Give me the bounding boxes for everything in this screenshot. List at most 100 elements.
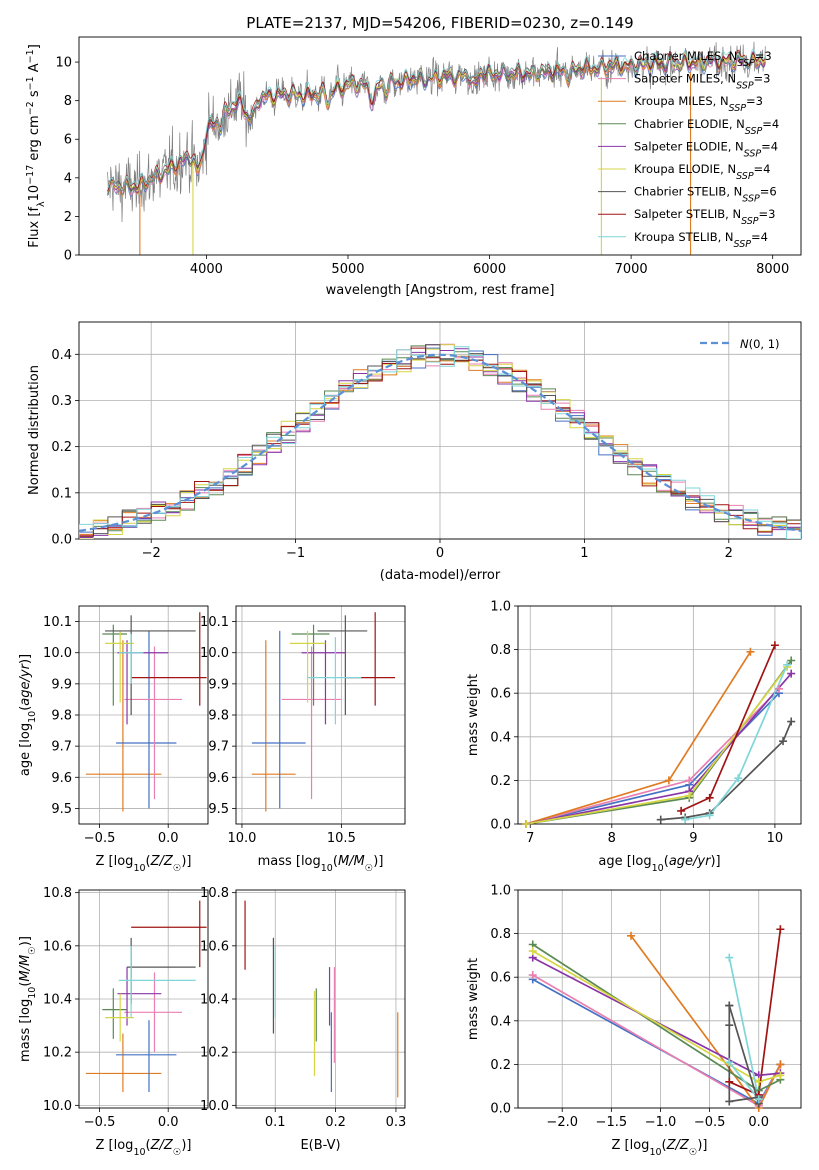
mass_vs_ebv-plot-area xyxy=(244,900,399,1098)
weight_vs_Z-ytick-label: 0.8 xyxy=(490,927,511,942)
weight_vs_Z-marker-chabrier-stelib xyxy=(725,1001,734,1010)
spectrum-ytick-label: 10 xyxy=(55,56,72,71)
residuals-ytick-label: 0.0 xyxy=(51,533,72,548)
weight_vs_age-xtick-label: 9 xyxy=(689,831,697,846)
mass_vs_Z-ylabel-part: mass [log xyxy=(18,999,33,1062)
mass_vs_Z-frame xyxy=(78,889,209,1109)
mass_vs_Z-panel: −0.5 0.010.010.210.410.610.8Z [log10(Z/Z☉… xyxy=(18,886,209,1158)
mass_vs_ebv-xtick-label: 0.2 xyxy=(325,1115,346,1130)
weight_vs_Z-ytick-label: 0.2 xyxy=(490,1058,511,1073)
weight_vs_Z-line-chabrier-miles xyxy=(532,978,782,1105)
weight_vs_Z-ylabel: mass weight xyxy=(466,958,481,1040)
weight_vs_Z-marker-salpeter-stelib xyxy=(725,1077,734,1086)
legend-label-salpeter-elodie-part: =4 xyxy=(761,139,778,153)
weight_vs_Z-marker-salpeter-miles xyxy=(528,971,537,980)
weight_vs_age-marker-chabrier-stelib xyxy=(787,717,796,726)
weight_vs_Z-marker-kroupa-stelib xyxy=(725,1058,734,1067)
age_vs_Z-ytick-label: 9.9 xyxy=(51,677,72,692)
legend-label-salpeter-stelib-part: SSP xyxy=(741,216,759,227)
residuals-legend-label-part: N xyxy=(740,337,749,351)
legend-label-kroupa-miles-part: =3 xyxy=(746,94,763,108)
spectrum-frame xyxy=(78,36,802,256)
weight_vs_age-marker-chabrier-stelib xyxy=(779,737,788,746)
age_vs_mass-xtick-label: 10.0 xyxy=(227,831,256,846)
age_vs_mass-axes: 10.0 10.5 9.5 9.6 9.7 9.8 9.9 10.0 10.1 xyxy=(200,605,406,846)
age_vs_Z-ytick-label: 9.6 xyxy=(51,771,72,786)
mass_vs_ebv-ytick-label: 10.8 xyxy=(200,886,229,901)
age_vs_Z-xlabel-part: ( xyxy=(146,854,151,869)
mass_vs_Z-xlabel-part: Z [log xyxy=(96,1138,134,1153)
spectrum-axes: 4000 5000 6000 7000 8000 0 2 4 6 8 10 xyxy=(55,36,802,277)
weight_vs_Z-line-chabrier-elodie xyxy=(532,943,781,1092)
legend-label-kroupa-elodie-part: SSP xyxy=(736,171,754,182)
mass_vs_Z-xlabel: Z [log10(Z/Z☉)] xyxy=(96,1138,192,1158)
age_vs_mass-xlabel-part: ( xyxy=(333,854,338,869)
legend-label-kroupa-stelib-part: SSP xyxy=(734,238,752,249)
age_vs_Z-axes: −0.5 0.0 9.5 9.6 9.7 9.8 9.9 10.0 10.1 xyxy=(43,605,209,846)
residuals-hist-kroupa-stelib xyxy=(79,346,801,539)
spectrum-xtick-label: 6000 xyxy=(473,262,506,277)
weight_vs_Z-marker-kroupa-stelib xyxy=(754,1095,763,1104)
mass_vs_Z-ylabel-part: M/M xyxy=(18,955,33,982)
residuals-legend-label-part: (0, 1) xyxy=(749,337,780,351)
mass_vs_ebv-ytick-label: 10.2 xyxy=(200,1046,229,1061)
mass_vs_Z-xlabel-part: ☉ xyxy=(173,1147,182,1158)
weight_vs_Z-marker-kroupa-elodie xyxy=(754,1077,763,1086)
legend-label-chabrier-elodie-part: SSP xyxy=(745,125,763,136)
mass_vs_ebv-xtick-label: 0.3 xyxy=(386,1115,407,1130)
weight_vs_Z-xlabel-part: Z [log xyxy=(612,1138,650,1153)
mass_vs_Z-ylabel: mass [log10(M/M☉)] xyxy=(18,936,38,1062)
spectrum-ylabel-part: 10 xyxy=(27,185,42,202)
legend-label-chabrier-stelib: Chabrier STELIB, NSSP=6 xyxy=(634,185,777,205)
legend-label-chabrier-elodie: Chabrier ELODIE, NSSP=4 xyxy=(634,117,779,137)
spectrum-plot-area xyxy=(106,41,766,255)
mass_vs_Z-ytick-label: 10.8 xyxy=(43,886,72,901)
weight_vs_age-marker-kroupa-stelib xyxy=(705,811,714,820)
weight_vs_age-marker-chabrier-elodie xyxy=(787,656,796,665)
spectrum-ytick-label: 2 xyxy=(64,210,72,225)
weight_vs_age-axes: 7 8 9 10 0.0 0.2 0.4 0.6 0.8 1.0 xyxy=(490,600,802,846)
age_vs_mass-ytick-label: 10.1 xyxy=(200,615,229,630)
age_vs_Z-xlabel-part: Z [log xyxy=(96,854,134,869)
weight_vs_age-marker-salpeter-miles xyxy=(685,776,694,785)
weight_vs_Z-xtick-label: −0.5 xyxy=(694,1115,726,1130)
weight_vs_Z-marker-kroupa-miles xyxy=(627,931,636,940)
legend-label-chabrier-stelib-part: Chabrier STELIB, N xyxy=(634,185,742,199)
weight_vs_Z-ytick-label: 0.6 xyxy=(490,971,511,986)
weight_vs_Z-plot-area xyxy=(532,929,782,1108)
weight_vs_Z-axes: −2.0 −1.5 −1.0 −0.5 0.0 0.0 0.2 0.4 0.6 0.8 1.0 xyxy=(490,884,802,1130)
spectrum-ylabel-part: −1 xyxy=(25,76,36,90)
legend-label-chabrier-miles-part: =3 xyxy=(755,49,772,63)
age_vs_Z-xlabel: Z [log10(Z/Z☉)] xyxy=(96,854,192,874)
weight_vs_age-xlabel-part: )] xyxy=(710,854,720,869)
weight_vs_age-marker-kroupa-stelib xyxy=(681,815,690,824)
residuals-normal-curve xyxy=(79,353,801,532)
legend-label-chabrier-elodie-part: =4 xyxy=(762,117,779,131)
weight_vs_age-marker-kroupa-miles xyxy=(664,776,673,785)
legend-label-chabrier-miles-part: Chabrier MILES, N xyxy=(634,49,737,63)
residuals-ytick-label: 0.3 xyxy=(51,394,72,409)
age_vs_Z-ylabel-part: 10 xyxy=(27,711,38,723)
weight_vs_age-frame xyxy=(517,605,802,825)
age_vs_mass-xlabel: mass [log10(M/M☉)] xyxy=(258,854,384,874)
weight_vs_Z-xtick-label: −1.5 xyxy=(596,1115,628,1130)
weight_vs_Z-xlabel-part: )] xyxy=(697,1138,707,1153)
weight_vs_Z-marker-chabrier-stelib xyxy=(725,1097,734,1106)
age_vs_mass-xlabel-part: mass [log xyxy=(258,854,321,869)
legend-label-kroupa-stelib: Kroupa STELIB, NSSP=4 xyxy=(634,230,768,250)
weight_vs_Z-marker-kroupa-miles xyxy=(776,1060,785,1069)
spectrum-xtick-label: 7000 xyxy=(615,262,648,277)
weight_vs_age-ytick-label: 0.0 xyxy=(490,818,511,833)
spectrum-ylabel-part: erg cm xyxy=(27,115,42,164)
spectrum-ylabel-part: −17 xyxy=(25,165,36,185)
residuals-plot-area xyxy=(79,343,801,539)
weight_vs_age-xlabel-part: age [log xyxy=(598,854,651,869)
weight_vs_Z-line-kroupa-stelib xyxy=(728,957,760,1100)
residuals-xtick-label: −1 xyxy=(286,546,305,561)
spectrum-model-salpeter-stelib xyxy=(107,49,766,191)
spectrum-ylabel-part: λ xyxy=(36,201,47,207)
mass_vs_ebv-ytick-label: 10.4 xyxy=(200,993,229,1008)
weight_vs_age-ytick-label: 0.4 xyxy=(490,730,511,745)
mass_vs_Z-xlabel-part: ( xyxy=(146,1138,151,1153)
mass_vs_Z-plot-area xyxy=(85,900,207,1093)
